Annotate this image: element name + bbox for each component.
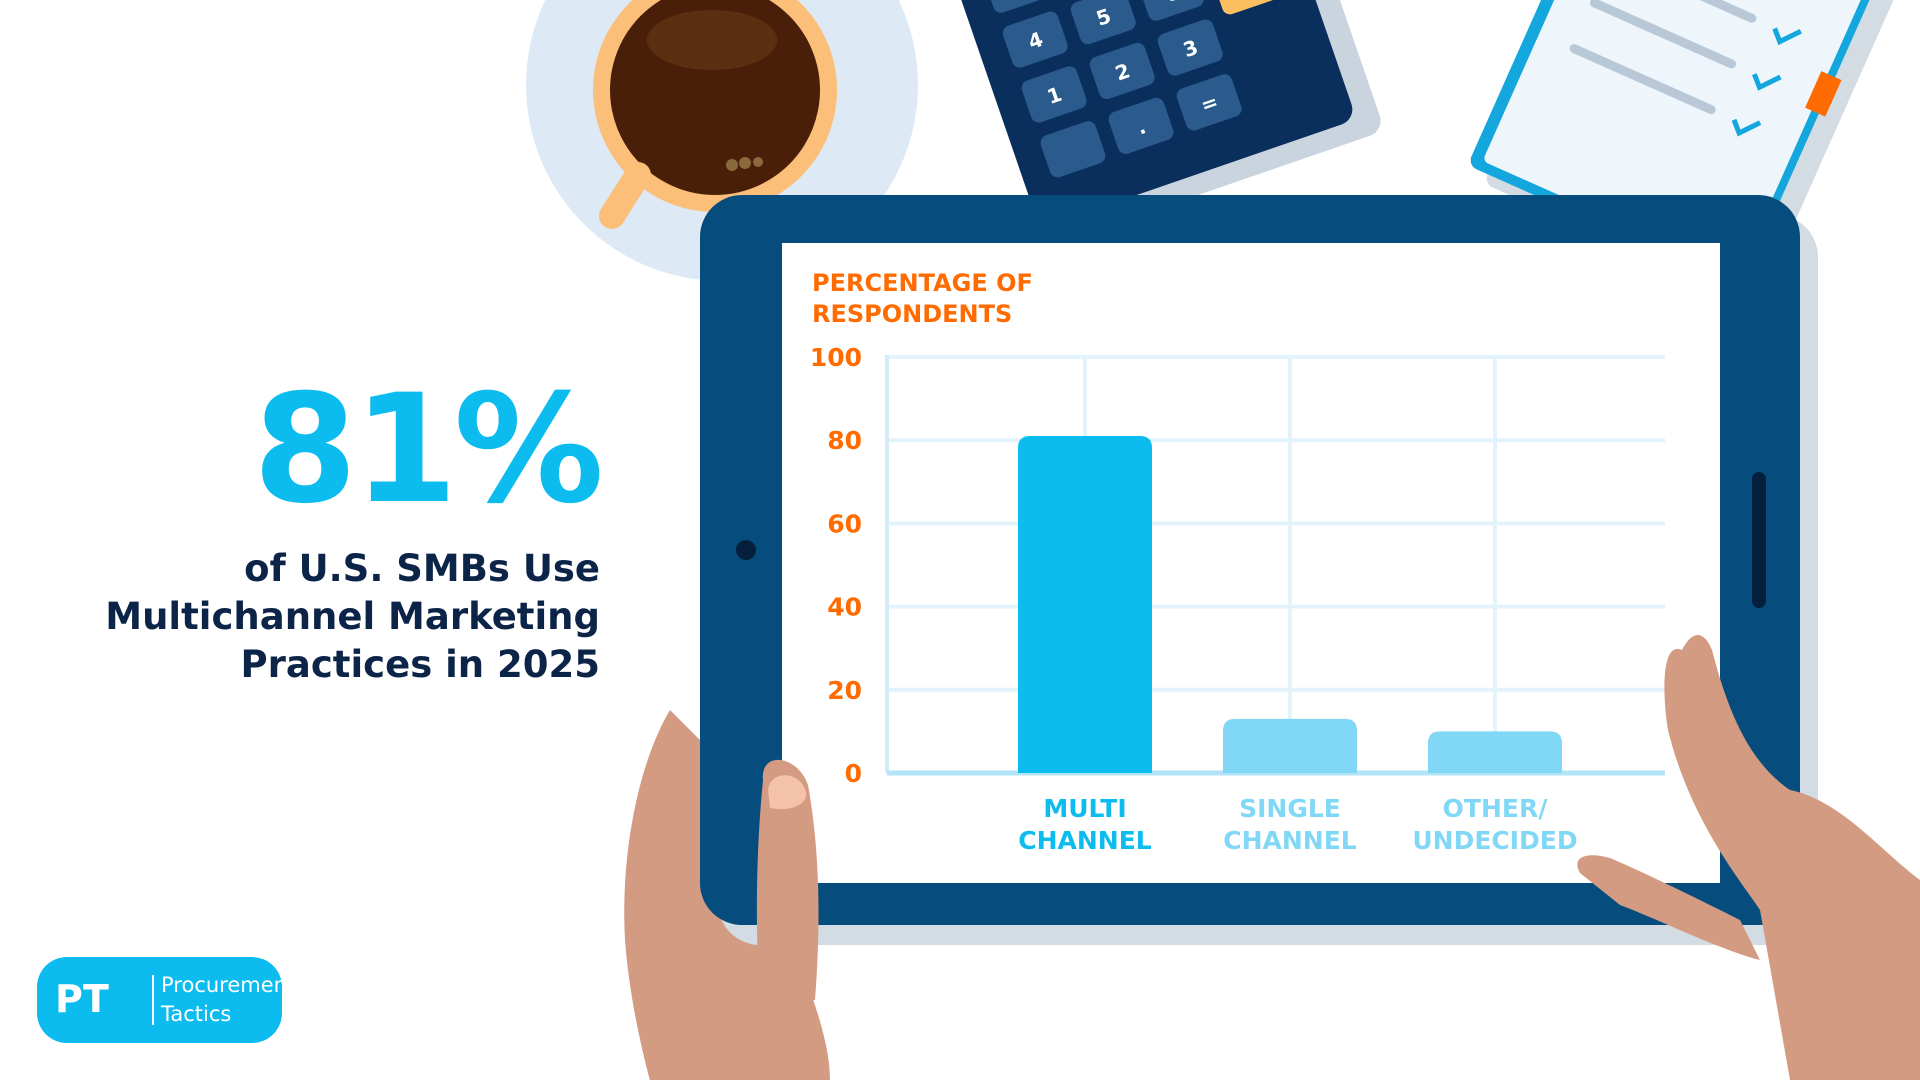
calculator-operator-key [1212,0,1278,15]
calculator-key [1070,0,1136,45]
headline-block: 81% of U.S. SMBs Use Multichannel Market… [105,363,604,689]
y-tick-label: 20 [827,676,862,705]
logo-divider [152,975,154,1025]
subtitle-line-2: Multichannel Marketing [105,595,600,638]
y-tick-label: 80 [827,426,862,455]
logo-name-line-1: Procurement [161,973,296,997]
x-category-label: CHANNEL [1018,826,1152,855]
logo-name-line-2: Tactics [161,1002,232,1026]
x-category-label: OTHER/ [1443,794,1549,823]
x-category-label: SINGLE [1239,794,1341,823]
logo-initials: PT [55,977,109,1021]
calculator-key-label: 6 [1161,0,1182,7]
calculator-key [1002,11,1068,68]
headline-stat: 81% [252,363,604,537]
y-tick-label: 60 [827,509,862,538]
tablet-camera [736,540,756,560]
bar-3 [1428,731,1562,773]
subtitle-line-1: of U.S. SMBs Use [244,547,600,590]
chart-title-line-1: PERCENTAGE OF [812,269,1033,297]
bar-chart: PERCENTAGE OF RESPONDENTS 0 20 40 60 80 100 M… [810,269,1665,855]
logo-name: Procurement Tactics [161,971,295,1029]
x-category-label: UNDECIDED [1412,826,1577,855]
bar-1 [1018,436,1152,773]
calculator-key [1089,42,1155,100]
calculator-key [1176,74,1242,131]
right-hand-illustration [1577,635,1920,1080]
y-tick-label: 100 [810,343,862,372]
calculator-key [1108,97,1174,154]
calculator-key-label: = [1198,89,1222,117]
calculator-operator-label: + [1232,0,1260,4]
calculator-key [1021,66,1087,123]
subtitle-line-3: Practices in 2025 [240,643,600,686]
headline-subtitle: of U.S. SMBs Use Multichannel Marketing … [105,545,600,689]
calculator-key [1157,19,1223,76]
notebook-illustration [1470,0,1920,303]
tablet-screen [782,243,1720,883]
brand-logo: PT Procurement Tactics [37,957,295,1043]
calculator-illustration: 789456123.=×−+ [917,0,1381,238]
calculator-key [1138,0,1204,21]
left-thumb-illustration [756,759,819,1000]
x-category-label: MULTI [1043,794,1126,823]
bar-2 [1223,718,1357,773]
x-category-label: CHANNEL [1223,826,1357,855]
y-tick-label: 0 [845,759,862,788]
calculator-key [1040,121,1106,178]
y-tick-label: 40 [827,593,862,622]
tablet-home-bar [1752,472,1766,608]
chart-title-line-2: RESPONDENTS [812,300,1012,328]
